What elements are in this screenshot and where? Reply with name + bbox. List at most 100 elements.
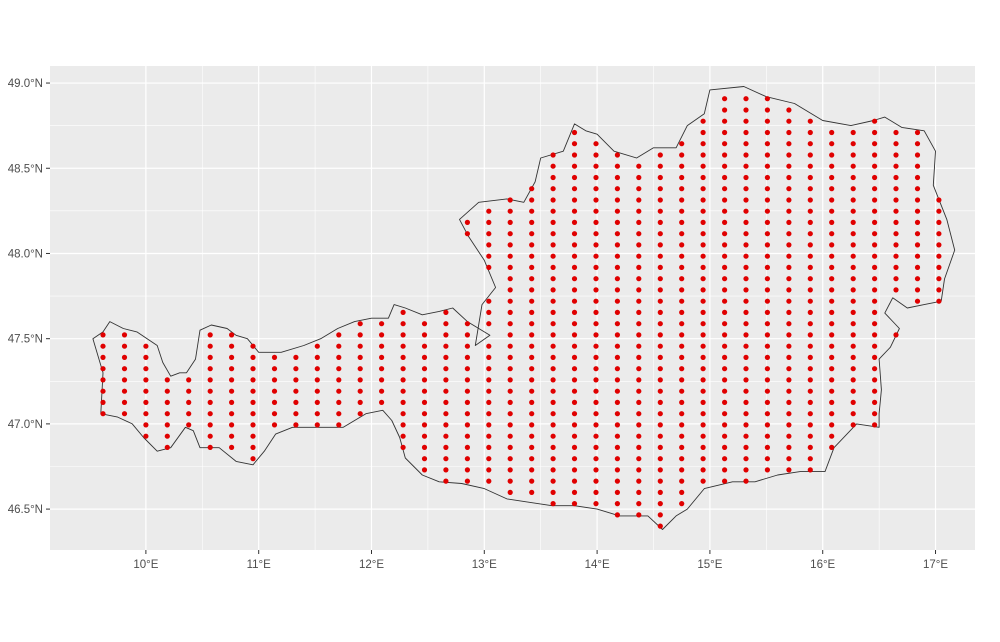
grid-point (229, 388, 235, 394)
grid-point (700, 287, 706, 293)
grid-point (636, 197, 642, 203)
grid-point (529, 399, 535, 405)
grid-point (529, 276, 535, 282)
grid-point (764, 411, 771, 417)
grid-point (807, 388, 813, 394)
grid-point (893, 231, 899, 237)
grid-point (722, 141, 728, 147)
grid-point (700, 163, 706, 169)
grid-point (357, 399, 363, 405)
grid-point (786, 242, 792, 248)
grid-point (250, 411, 256, 417)
grid-point (786, 253, 792, 259)
y-tick-label: 46.5°N (8, 504, 43, 516)
grid-point (486, 399, 492, 405)
grid-point (679, 478, 685, 484)
grid-point (507, 321, 513, 327)
grid-point (443, 309, 449, 315)
grid-point (914, 276, 921, 282)
grid-point (786, 399, 792, 405)
grid-point (507, 422, 513, 428)
grid-point (850, 298, 856, 304)
grid-point (400, 377, 406, 383)
grid-point (807, 118, 813, 124)
grid-point (829, 242, 835, 248)
grid-point (829, 444, 835, 450)
grid-point (807, 208, 813, 214)
grid-point (121, 332, 128, 338)
grid-point (786, 321, 792, 327)
grid-point (700, 411, 706, 417)
grid-point (807, 377, 813, 383)
grid-point (872, 309, 878, 315)
grid-point (657, 242, 663, 248)
grid-point (893, 141, 899, 147)
y-axis: 46.5°N 47.0°N 47.5°N 48.0°N 48.5°N 49.0°N (8, 78, 50, 516)
grid-point (722, 163, 728, 169)
grid-point (807, 264, 813, 270)
grid-point (807, 174, 813, 181)
grid-point (679, 219, 685, 225)
grid-point (936, 298, 942, 304)
grid-point (872, 366, 878, 372)
grid-point (914, 253, 921, 259)
grid-point (872, 264, 878, 270)
grid-point (593, 287, 599, 293)
grid-point (443, 456, 449, 462)
grid-point (914, 129, 921, 136)
grid-point (443, 321, 449, 327)
grid-point (357, 354, 363, 360)
grid-point (529, 208, 535, 214)
grid-point (893, 276, 899, 282)
grid-point (379, 388, 385, 394)
grid-point (271, 399, 278, 405)
grid-point (786, 163, 792, 169)
grid-point (293, 411, 299, 417)
grid-point (786, 219, 792, 225)
grid-point (722, 332, 728, 338)
grid-point (357, 411, 363, 417)
grid-point (529, 411, 535, 417)
grid-point (100, 332, 106, 338)
grid-point (443, 433, 449, 439)
grid-point (700, 444, 706, 450)
grid-point (207, 377, 213, 383)
grid-point (593, 467, 599, 473)
grid-point (507, 377, 513, 383)
grid-point (614, 388, 621, 394)
grid-point (271, 366, 278, 372)
grid-point (764, 321, 771, 327)
grid-point (229, 343, 235, 349)
grid-point (336, 366, 342, 372)
grid-point (529, 197, 535, 203)
grid-point (529, 231, 535, 237)
grid-point (464, 377, 470, 383)
grid-point (507, 343, 513, 349)
grid-point (529, 388, 535, 394)
grid-point (593, 422, 599, 428)
grid-point (657, 512, 663, 518)
grid-point (700, 231, 706, 237)
grid-point (722, 231, 728, 237)
grid-point (657, 501, 663, 507)
grid-point (657, 264, 663, 270)
grid-point (593, 298, 599, 304)
grid-point (464, 366, 470, 372)
grid-point (743, 388, 749, 394)
grid-point (893, 152, 899, 158)
grid-point (550, 253, 556, 259)
grid-point (464, 422, 470, 428)
grid-point (164, 411, 170, 417)
grid-point (764, 186, 771, 192)
grid-point (636, 321, 642, 327)
grid-point (914, 141, 921, 147)
grid-point (743, 467, 749, 473)
grid-point (614, 377, 621, 383)
grid-point (336, 377, 342, 383)
grid-point (593, 208, 599, 214)
grid-point (743, 264, 749, 270)
grid-point (314, 377, 320, 383)
grid-point (764, 197, 771, 203)
